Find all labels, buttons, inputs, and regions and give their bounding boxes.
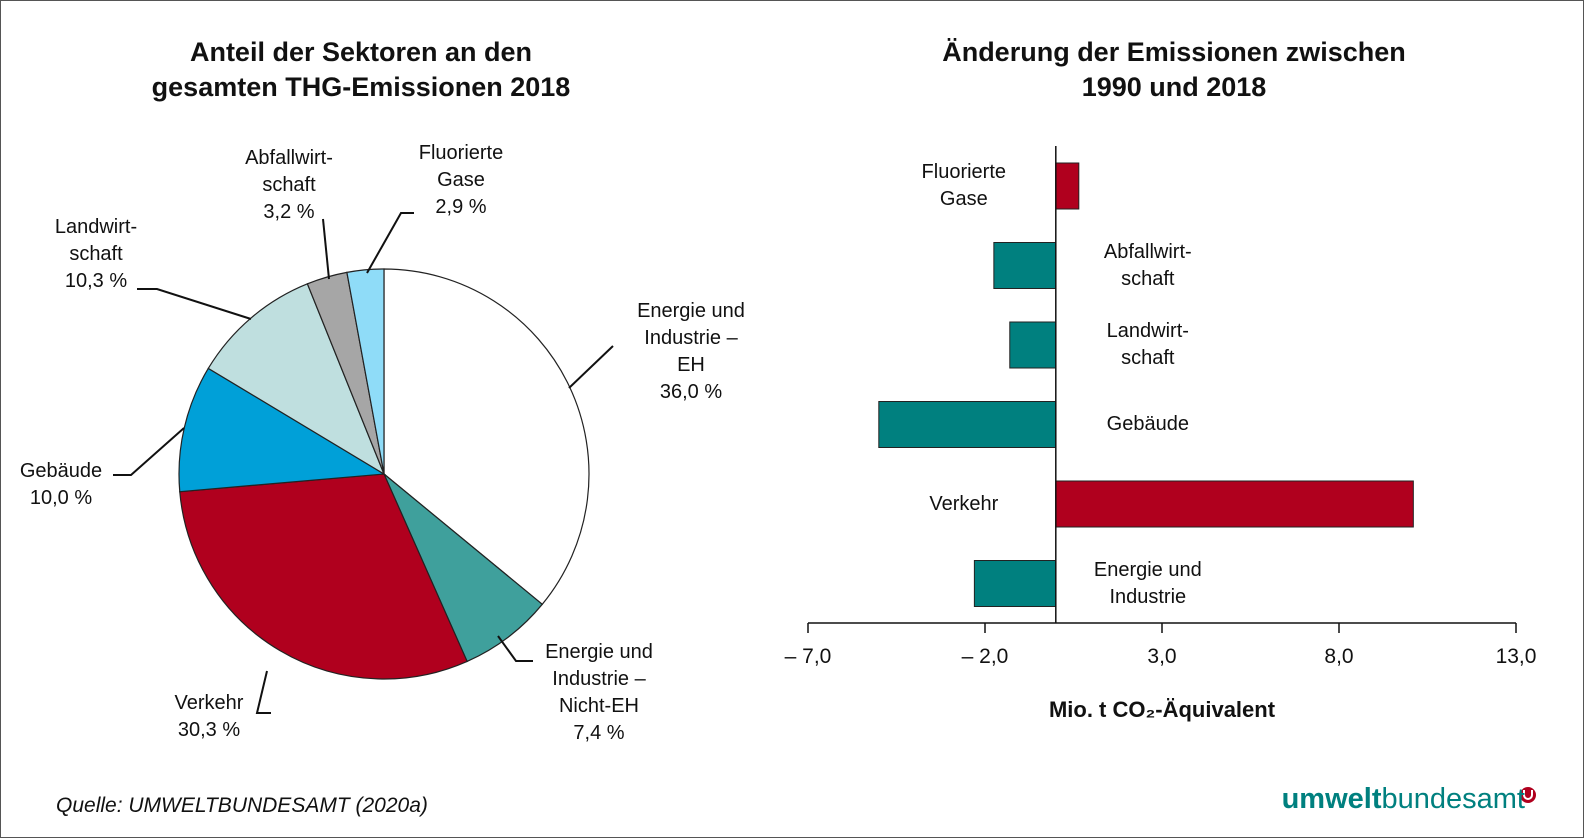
x-tick-label: 13,0 xyxy=(1495,645,1537,668)
pie-label-value: 2,9 % xyxy=(435,196,487,218)
source: Quelle: UMWELTBUNDESAMT (2020a) xyxy=(56,794,428,817)
pie-title: Anteil der Sektoren an den gesamten THG-… xyxy=(151,37,571,102)
pie-slice xyxy=(178,367,386,493)
logo: umweltbundesamt xyxy=(1282,783,1525,816)
leader-line xyxy=(322,218,330,280)
pie-label-value: 36,0 % xyxy=(659,381,723,403)
pie-slice xyxy=(179,473,468,680)
pie-label-name: Landwirt- schaft xyxy=(54,216,138,265)
pie-label: Energie und Industrie – EH 36,0 % xyxy=(581,298,801,406)
category-label: Fluorierte Gase xyxy=(921,161,1007,210)
pie-label-value: 3,2 % xyxy=(263,201,315,223)
category-label: Abfallwirt- schaft xyxy=(1103,240,1192,290)
pie-label-name: Abfallwirt- schaft xyxy=(245,147,333,196)
x-tick-label: – 7,0 xyxy=(784,645,832,668)
logo-icon xyxy=(1520,787,1536,803)
pie-label-value: 10,3 % xyxy=(64,270,128,292)
pie-label: Landwirt- schaft 10,3 % xyxy=(1,214,206,295)
pie-label-name: Energie und Industrie – EH xyxy=(637,300,745,376)
leader-line xyxy=(568,345,614,389)
pie-label: Verkehr 30,3 % xyxy=(99,690,319,744)
x-tick-label: – 2,0 xyxy=(961,645,1009,668)
pie-label: Fluorierte Gase 2,9 % xyxy=(351,140,571,221)
pie-label: Gebäude 10,0 % xyxy=(1,458,171,512)
category-label: Energie und Industrie xyxy=(1093,558,1202,608)
bar xyxy=(878,401,1057,448)
leader-line xyxy=(255,670,271,714)
leader-line xyxy=(113,427,185,476)
pie-label: Abfallwirt- schaft 3,2 % xyxy=(179,145,399,226)
leader-line xyxy=(497,635,533,662)
pie-label-value: 10,0 % xyxy=(29,487,93,509)
x-tick-label: 8,0 xyxy=(1324,645,1354,668)
category-label: Gebäude xyxy=(1106,413,1189,435)
category-label: Verkehr xyxy=(929,492,999,515)
leader-line xyxy=(137,288,252,320)
logo-bold: umwelt xyxy=(1281,783,1382,815)
bar xyxy=(1009,321,1057,369)
bar-title: Änderung der Emissionen zwischen 1990 un… xyxy=(942,37,1406,102)
pie-label-name: Energie und Industrie – Nicht-EH xyxy=(545,641,653,717)
bar xyxy=(1055,162,1080,210)
x-tick-label: 3,0 xyxy=(1147,645,1177,668)
pie-label-value: 7,4 % xyxy=(573,722,625,744)
pie-label-value: 30,3 % xyxy=(177,719,241,741)
category-label: Landwirt- schaft xyxy=(1106,320,1189,369)
pie-label: Energie und Industrie – Nicht-EH 7,4 % xyxy=(489,639,709,747)
pie-label-name: Gebäude xyxy=(19,460,103,482)
pie-slice xyxy=(346,268,385,475)
bar xyxy=(993,242,1057,289)
pie-label-name: Fluorierte Gase xyxy=(418,142,504,191)
logo-rest: bundesamt xyxy=(1381,783,1526,815)
x-axis-label: Mio. t CO₂-Äquivalent xyxy=(1048,697,1276,722)
bar xyxy=(1055,480,1414,528)
bar xyxy=(973,560,1057,607)
pie-label-name: Verkehr xyxy=(174,692,244,714)
leader-line xyxy=(366,212,414,274)
